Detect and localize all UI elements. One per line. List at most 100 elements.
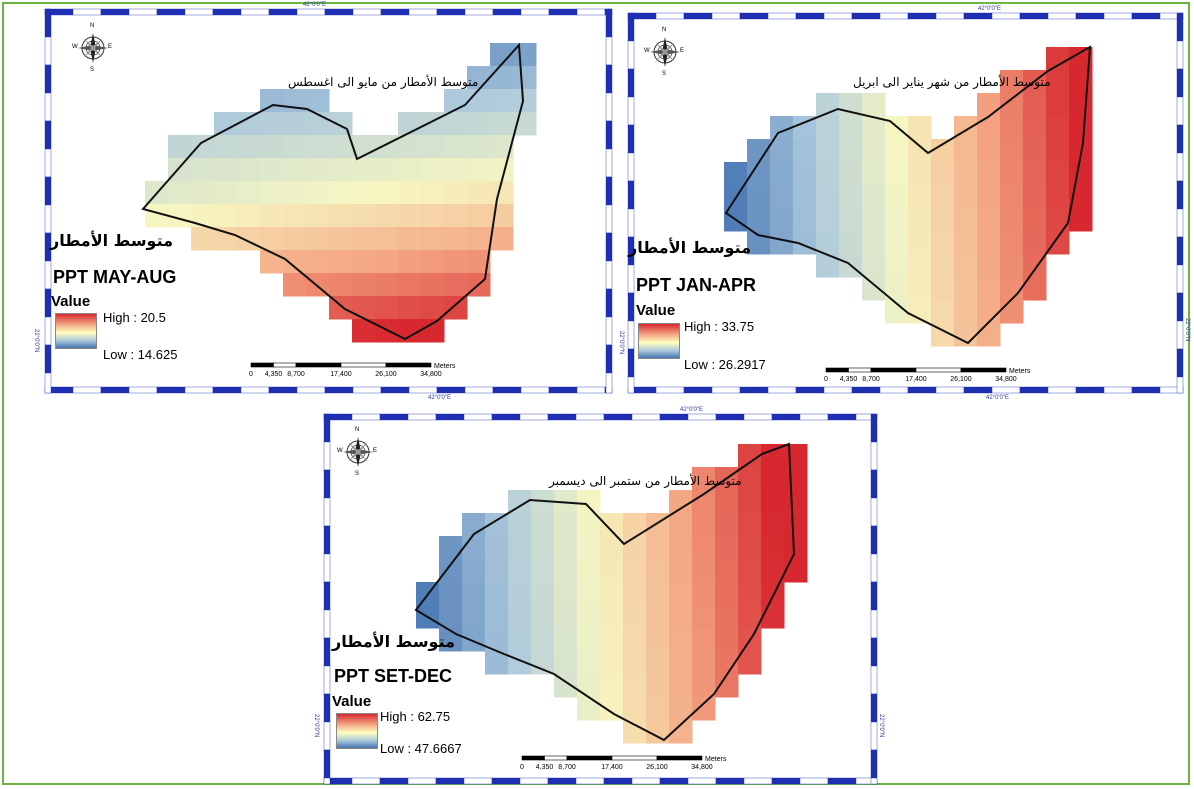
raster-cell [623,513,647,537]
raster-cell [692,467,716,491]
raster-cell [1046,93,1070,117]
raster-cell [600,559,624,583]
raster-cell [669,490,693,514]
compass-rose-icon [78,33,108,63]
raster-cell [283,158,307,182]
raster-cell [1000,116,1024,140]
raster-cell [531,559,555,583]
raster-cell [531,605,555,629]
raster-cell [885,277,909,301]
raster-cell [306,227,330,251]
scale-bar-segment [870,367,917,373]
raster-cell [214,204,238,228]
raster-cell [862,116,886,140]
raster-cell [1069,47,1093,71]
raster-cell [1046,208,1070,232]
raster-cell [214,135,238,159]
raster-cell [1023,139,1047,163]
north-arrow-icon: N S E W [337,427,378,479]
raster-cell [770,162,794,186]
raster-cell [214,227,238,251]
raster-cell [646,513,670,537]
compass-letter-n: N [90,23,95,29]
raster-cell [715,490,739,514]
raster-cell [513,89,537,113]
compass-letter-w: W [337,448,343,454]
raster-cell [421,158,445,182]
raster-cell [168,135,192,159]
raster-cell [490,112,514,136]
raster-cell [669,605,693,629]
raster-cell [260,181,284,205]
raster-cell [738,582,762,606]
coord-top: 42°0'0"E [978,6,1002,12]
raster-cell [954,208,978,232]
raster-cell [931,323,955,347]
map-subtitle-arabic: متوسط الأمطار من شهر يناير الى ابريل [853,75,1051,89]
raster-cell [467,135,491,159]
raster-cell [421,250,445,274]
raster-cell [554,513,578,537]
raster-cell [531,628,555,652]
compass-letter-w: W [72,44,78,50]
raster-cell [747,162,771,186]
raster-cell [1046,185,1070,209]
raster-cell [1000,231,1024,255]
frame-right-segment [1176,376,1184,394]
raster-cell [600,605,624,629]
raster-cell [669,720,693,744]
raster-cell [669,536,693,560]
scale-bar-tick-label: 4,350 [840,376,858,383]
raster-cell [554,651,578,675]
raster-cell [761,559,785,583]
scale-bar-segment [848,367,872,373]
raster-cell [793,208,817,232]
compass-needle-diag [83,38,103,58]
raster-cell [977,116,1001,140]
raster-cell [439,536,463,560]
raster-cell [398,319,422,343]
raster-cell [885,139,909,163]
scale-bar: 0 4,350 8,700 17,400 26,100 34,800 Meters [820,366,1031,386]
raster-cell [577,559,601,583]
scale-bar-tick-label: 8,700 [287,371,305,378]
raster-cell [1023,277,1047,301]
raster-cell [931,208,955,232]
raster-cell [306,158,330,182]
raster-cell [669,513,693,537]
raster-cell [931,185,955,209]
raster-cell [462,536,486,560]
raster-cell [352,227,376,251]
raster-cell [329,158,353,182]
raster-cell [439,559,463,583]
raster-cell [715,651,739,675]
raster-cell [1023,93,1047,117]
raster-cell [761,536,785,560]
scale-bar-unit: Meters [705,756,727,763]
raster-cell [885,185,909,209]
raster-cell [375,204,399,228]
raster-cell [738,651,762,675]
raster-cell [715,582,739,606]
raster-cell [467,227,491,251]
raster-cell [352,273,376,297]
raster-cell [692,582,716,606]
raster-cell [715,605,739,629]
scale-bar-segment [825,367,849,373]
frame-left-segment [323,777,331,785]
raster-cell [646,674,670,698]
raster-cell [977,185,1001,209]
raster-cell [214,158,238,182]
raster-cell [931,254,955,278]
raster-cell [1046,70,1070,94]
raster-cell [931,277,955,301]
raster-cell [646,582,670,606]
study-area-boundary [141,42,525,341]
raster-cell [1046,162,1070,186]
raster-cell [623,651,647,675]
raster-cell [646,628,670,652]
raster-cell [646,559,670,583]
raster-cell [761,467,785,491]
raster-cell [283,204,307,228]
scale-bar-tick-label: 26,100 [646,764,668,771]
